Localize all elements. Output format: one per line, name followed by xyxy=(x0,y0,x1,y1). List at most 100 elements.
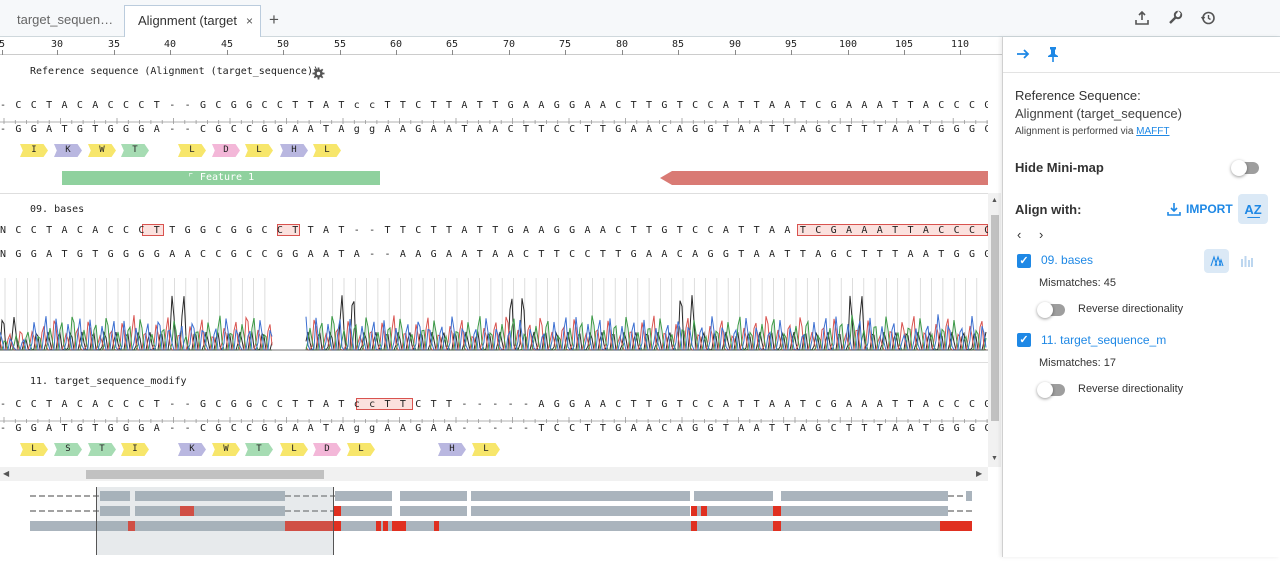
history-icon[interactable] xyxy=(1197,8,1219,28)
reverse-feature[interactable] xyxy=(660,171,988,185)
add-tab-button[interactable]: + xyxy=(269,10,279,29)
mini-map-segment xyxy=(100,491,130,501)
mini-map-viewport[interactable] xyxy=(96,487,334,555)
modify-reverse-toggle[interactable] xyxy=(1037,382,1065,398)
mismatch-box xyxy=(356,398,413,410)
tab-alignment[interactable]: Alignment (target × xyxy=(124,5,261,37)
modify-top-strand: - C C T A C A C C C T - - G C G G C C T … xyxy=(0,399,988,410)
amino-acid-chip[interactable]: H xyxy=(280,144,308,157)
amino-acid-chip[interactable]: T xyxy=(88,443,116,456)
wrench-icon[interactable] xyxy=(1164,8,1186,28)
chromatogram-view-button[interactable] xyxy=(1204,249,1229,273)
amino-acid-chip[interactable]: L xyxy=(280,443,308,456)
amino-acid-chip[interactable]: L xyxy=(245,144,273,157)
import-button[interactable]: IMPORT xyxy=(1167,202,1233,216)
mini-map-segment xyxy=(694,491,773,501)
scroll-right-icon[interactable]: ▶ xyxy=(976,469,983,478)
tab-bar: target_sequen… Alignment (target × + xyxy=(0,0,1280,37)
hide-minimap-toggle[interactable] xyxy=(1231,160,1259,176)
amino-acid-chip[interactable]: L xyxy=(347,443,375,456)
close-icon[interactable]: × xyxy=(245,14,253,28)
scroll-up-icon[interactable]: ▲ xyxy=(991,197,998,204)
amino-acid-chip[interactable]: W xyxy=(212,443,240,456)
trace-channel xyxy=(0,295,987,351)
trace-channel xyxy=(0,314,987,351)
reference-top-strand: - C C T A C A C C C T - - G C G G C C T … xyxy=(0,100,988,111)
amino-acid-chip[interactable]: I xyxy=(20,144,48,157)
bases-checkbox[interactable]: ✓ xyxy=(1017,254,1031,268)
ruler-tick-label: 95 xyxy=(784,39,798,50)
horizontal-scroll-thumb[interactable] xyxy=(86,470,324,479)
amino-acid-chip[interactable]: D xyxy=(313,443,341,456)
ruler-tick-label: 40 xyxy=(163,39,177,50)
ruler-tick xyxy=(791,50,792,55)
amino-acid-chip[interactable]: L xyxy=(178,144,206,157)
amino-acid-chip[interactable]: T xyxy=(245,443,273,456)
mini-map-segment xyxy=(694,506,773,516)
position-ruler: 5 30 35 40 45 50 55 60 65 70 75 80 85 90 95 100 105 110 xyxy=(0,37,1002,55)
amino-acid-chip[interactable]: L xyxy=(472,443,500,456)
mini-map-segment xyxy=(135,491,285,501)
ruler-tick xyxy=(735,50,736,55)
amino-acid-chip[interactable]: D xyxy=(212,144,240,157)
prev-chevron-icon[interactable]: ‹ xyxy=(1017,227,1022,242)
align-with-label: Align with: xyxy=(1015,202,1082,217)
ruler-tick xyxy=(565,50,566,55)
sort-az-button[interactable]: A͟Z xyxy=(1238,194,1268,224)
mini-map-segment xyxy=(701,506,707,516)
mismatch-box xyxy=(142,224,164,236)
export-icon[interactable] xyxy=(1131,8,1153,28)
amino-acid-chip[interactable]: K xyxy=(54,144,82,157)
ruler-tick xyxy=(509,50,510,55)
bar-view-button[interactable] xyxy=(1237,249,1257,273)
ruler-tick xyxy=(452,50,453,55)
mafft-link[interactable]: MAFFT xyxy=(1136,126,1170,137)
vertical-scroll-thumb[interactable] xyxy=(991,215,999,421)
modify-checkbox[interactable]: ✓ xyxy=(1017,333,1031,347)
mini-map[interactable] xyxy=(0,483,1002,557)
amino-acid-chip[interactable]: T xyxy=(121,144,149,157)
track-divider xyxy=(0,362,988,363)
gear-icon[interactable] xyxy=(312,65,325,80)
scroll-left-icon[interactable]: ◀ xyxy=(3,469,10,478)
amino-acid-chip[interactable]: L xyxy=(20,443,48,456)
tab-target-sequence[interactable]: target_sequen… xyxy=(17,12,114,27)
ruler-tick-label: 65 xyxy=(445,39,459,50)
amino-acid-chip[interactable]: I xyxy=(121,443,149,456)
mini-map-segment xyxy=(966,491,972,501)
ruler-tick xyxy=(396,50,397,55)
amino-acid-chip[interactable]: H xyxy=(438,443,466,456)
vertical-scrollbar[interactable]: ▲ ▼ xyxy=(988,193,1001,467)
feature-1[interactable]: ⌜ Feature 1 xyxy=(62,171,380,185)
ruler-tick xyxy=(114,50,115,55)
alignment-panel: Reference Sequence: Alignment (target_se… xyxy=(1002,37,1280,557)
arrow-right-icon[interactable] xyxy=(1015,46,1031,67)
bases-item-name[interactable]: 09. bases xyxy=(1041,253,1094,267)
amino-acid-chip[interactable]: K xyxy=(178,443,206,456)
ruler-tick-label: 100 xyxy=(838,39,858,50)
amino-acid-chip[interactable]: W xyxy=(88,144,116,157)
modify-item-name[interactable]: 11. target_sequence_m xyxy=(1041,333,1167,347)
ruler-tick xyxy=(622,50,623,55)
ruler-tick xyxy=(170,50,171,55)
sequence-view: Reference sequence (Alignment (target_se… xyxy=(0,56,988,465)
scroll-down-icon[interactable]: ▼ xyxy=(991,455,998,462)
amino-acid-chip[interactable]: L xyxy=(313,144,341,157)
ruler-tick-label: 85 xyxy=(671,39,685,50)
sort-az-icon: A͟Z xyxy=(1244,201,1262,217)
ruler-tick xyxy=(848,50,849,55)
feature-corner-icon: ⌜ xyxy=(187,172,200,183)
next-chevron-icon[interactable]: › xyxy=(1039,227,1044,242)
mini-map-segment xyxy=(135,506,285,516)
mini-map-segment xyxy=(773,506,781,516)
horizontal-scrollbar[interactable]: ◀ ▶ xyxy=(0,467,988,481)
ruler-tick-label: 110 xyxy=(950,39,970,50)
track-divider xyxy=(0,193,988,194)
ruler-tick xyxy=(678,50,679,55)
amino-acid-chip[interactable]: S xyxy=(54,443,82,456)
ruler-tick-label: 80 xyxy=(615,39,629,50)
bases-reverse-label: Reverse directionality xyxy=(1078,303,1184,315)
mini-map-segment xyxy=(285,521,333,531)
pin-icon[interactable] xyxy=(1046,46,1060,67)
bases-reverse-toggle[interactable] xyxy=(1037,302,1065,318)
